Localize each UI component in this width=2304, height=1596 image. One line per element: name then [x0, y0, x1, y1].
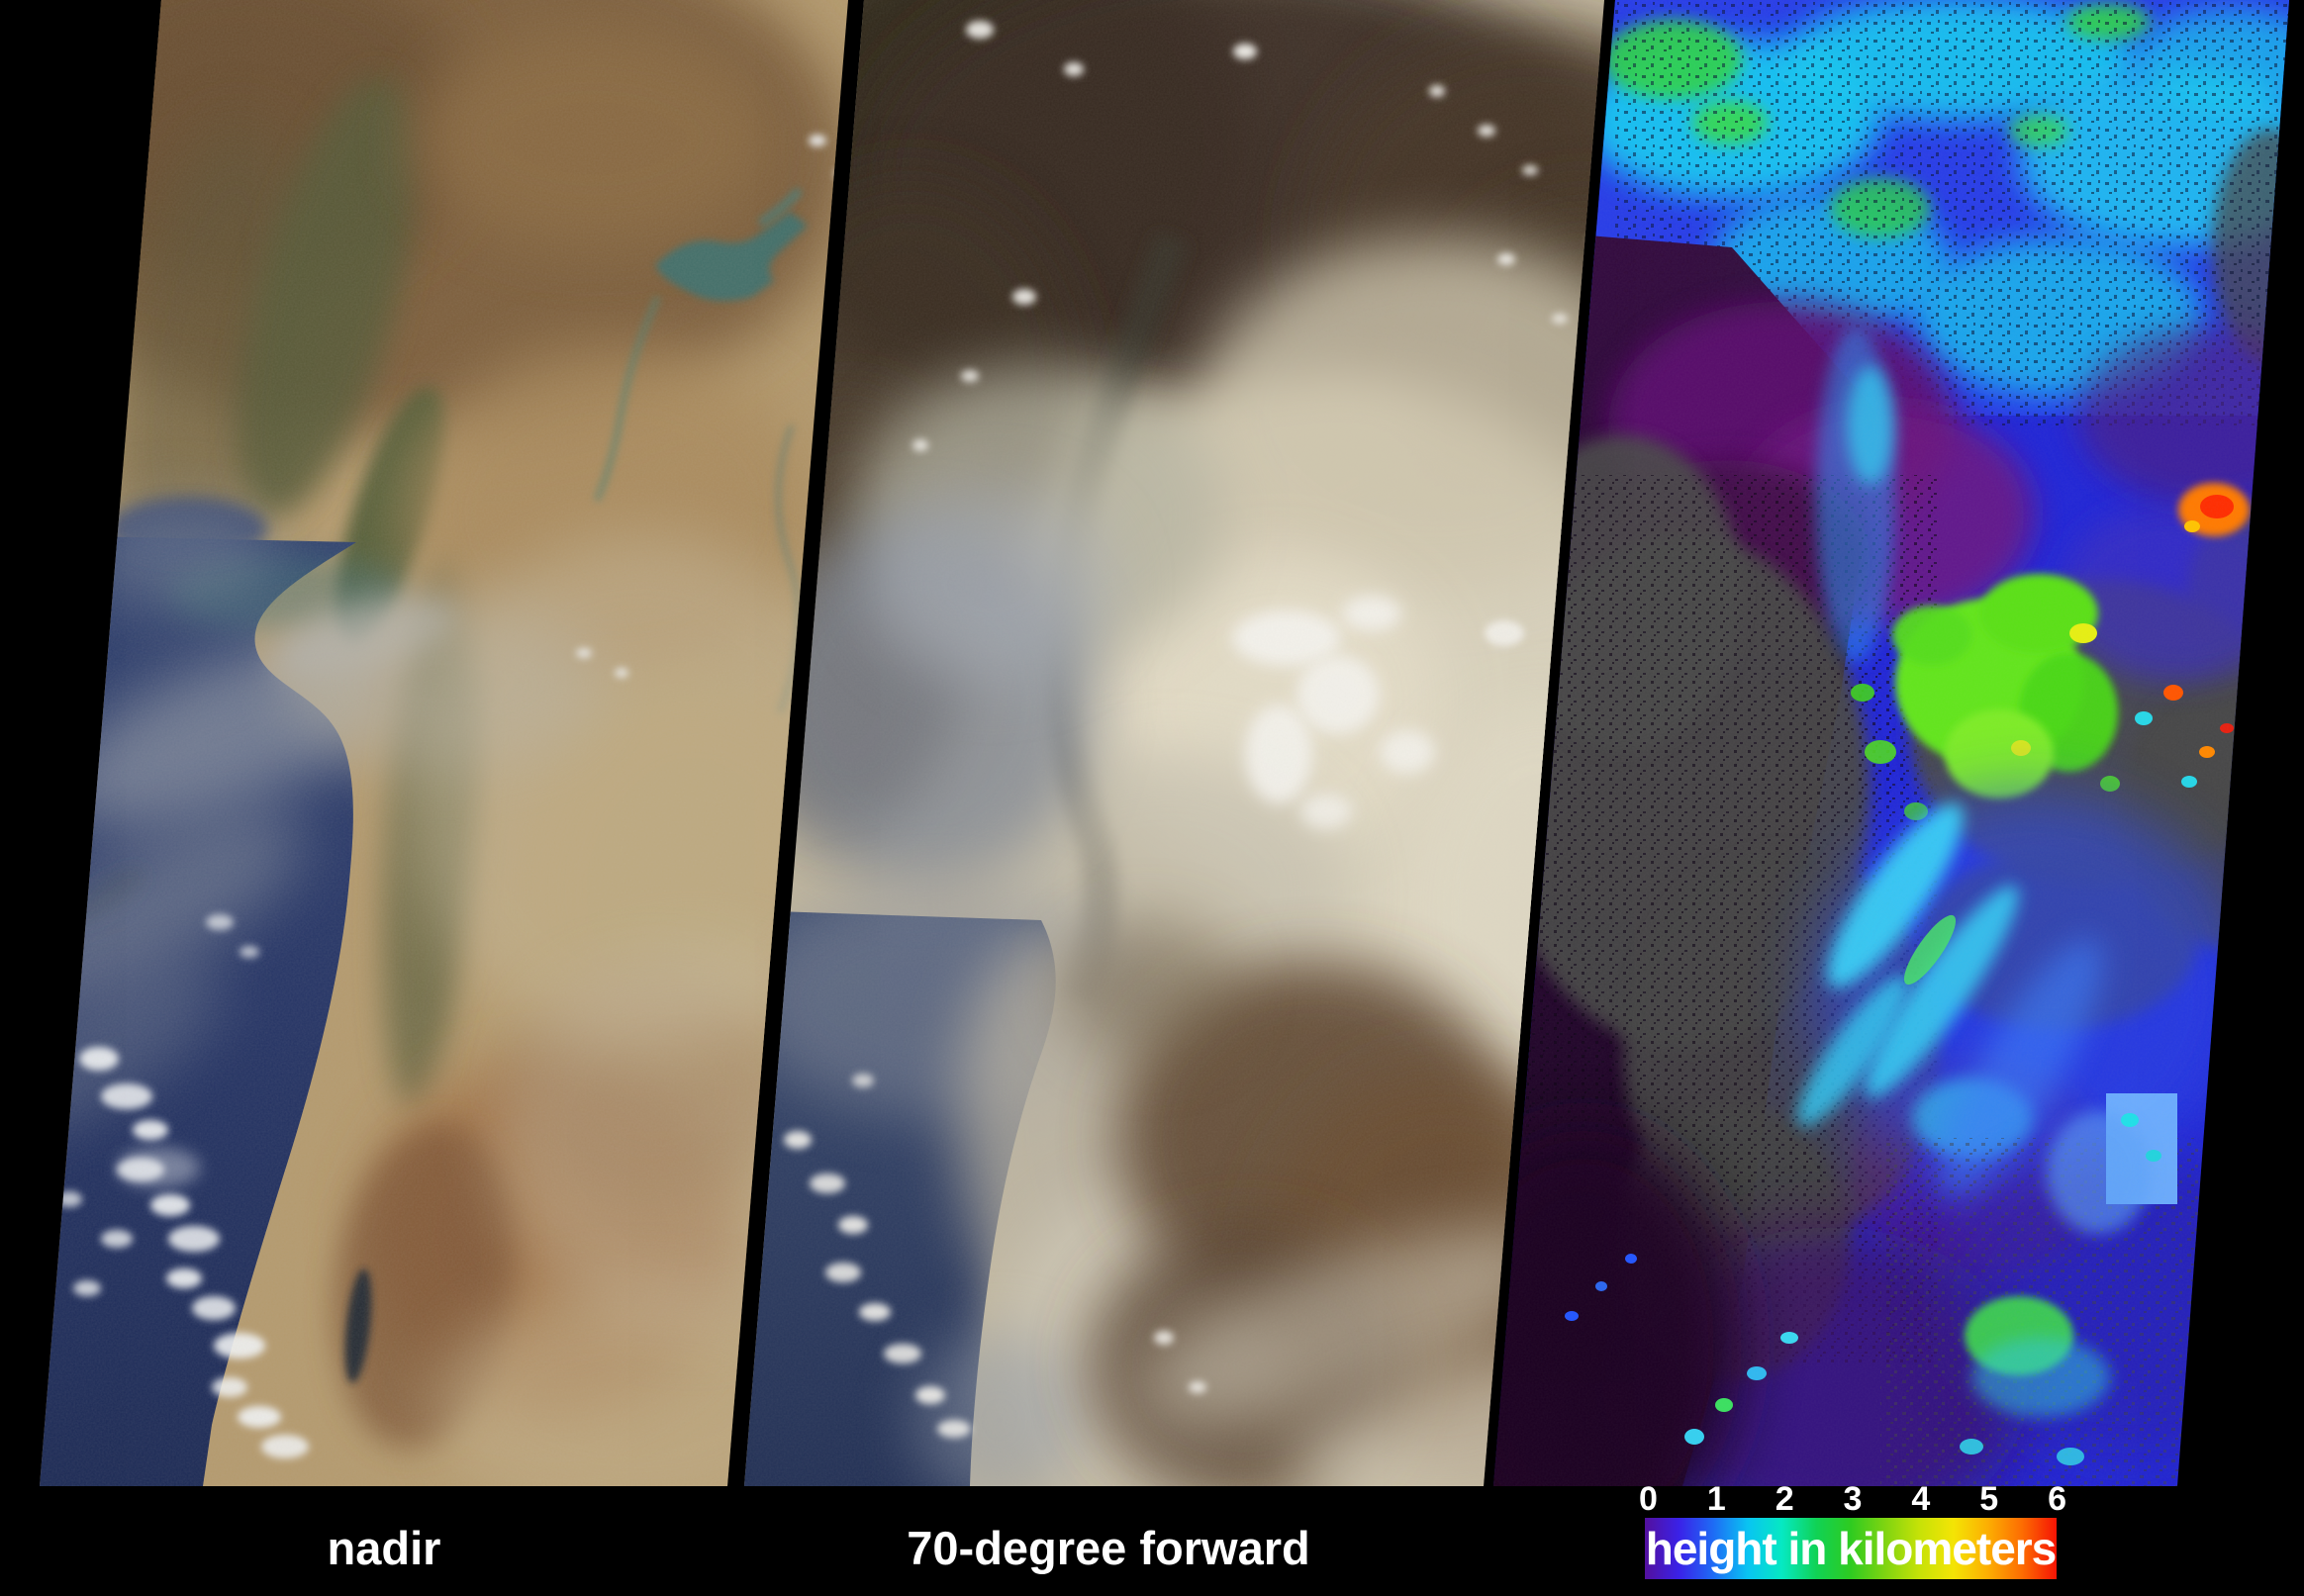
- height-panel-image: [1493, 0, 2289, 1486]
- height-grain: [1493, 0, 2289, 1486]
- nadir-panel-image: [40, 0, 848, 1486]
- legend-tick-6: 6: [2048, 1480, 2066, 1518]
- legend-colorbar: height in kilometers: [1645, 1518, 2057, 1579]
- legend-title: height in kilometers: [1645, 1523, 2058, 1574]
- legend-tick-5: 5: [1979, 1480, 1999, 1518]
- forward-grain: [744, 0, 1604, 1486]
- legend-tick-3: 3: [1843, 1480, 1863, 1518]
- legend-tick-2: 2: [1775, 1480, 1794, 1518]
- legend-tick-4: 4: [1911, 1480, 1931, 1518]
- nadir-grain: [40, 0, 848, 1486]
- legend-tick-1: 1: [1706, 1480, 1726, 1518]
- height-legend: 0 1 2 3 4 5 6 height in kilometers: [1639, 1482, 2066, 1579]
- nadir-caption: nadir: [327, 1522, 441, 1574]
- forward-caption: 70-degree forward: [907, 1522, 1310, 1574]
- legend-tick-0: 0: [1639, 1480, 1658, 1518]
- legend-ticks: 0 1 2 3 4 5 6: [1639, 1482, 2066, 1518]
